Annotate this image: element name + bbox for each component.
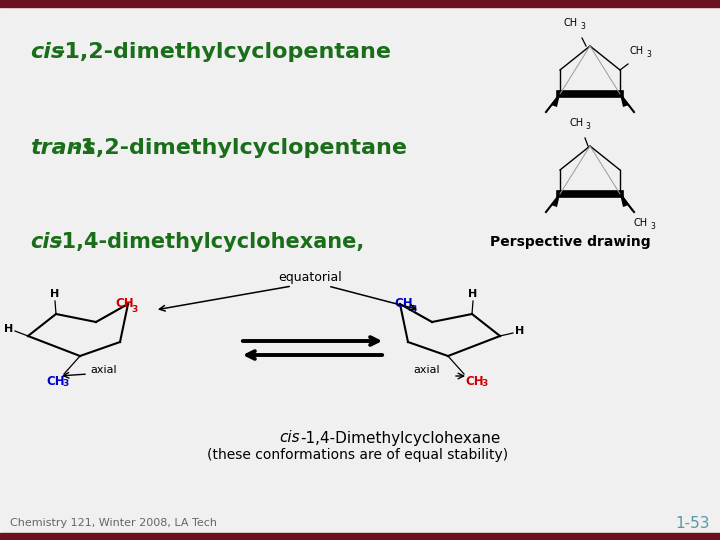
Text: -1,4-Dimethylcyclohexane: -1,4-Dimethylcyclohexane [300,430,500,445]
Text: equatorial: equatorial [278,272,342,285]
Text: 3: 3 [131,305,138,314]
Text: -1,4-dimethylcyclohexane,: -1,4-dimethylcyclohexane, [54,232,365,252]
Polygon shape [620,194,629,207]
Text: axial: axial [90,365,117,375]
Text: 1-53: 1-53 [675,516,710,530]
Text: CH: CH [115,297,134,310]
Text: CH: CH [394,297,413,310]
Text: 3: 3 [580,22,585,31]
Text: axial: axial [413,365,440,375]
Text: CH: CH [630,46,644,56]
Text: CH: CH [564,18,578,28]
Text: CH: CH [569,118,583,128]
Polygon shape [551,194,560,207]
Text: 3: 3 [62,379,68,388]
Text: 3: 3 [650,222,655,231]
Text: cis: cis [279,430,300,445]
Polygon shape [551,94,560,107]
Bar [0,533,720,540]
Text: -1,2-dimethylcyclopentane: -1,2-dimethylcyclopentane [72,138,408,158]
Text: H: H [4,324,13,334]
Polygon shape [620,94,629,107]
Text: H: H [469,289,477,299]
Text: 3: 3 [585,122,590,131]
Text: CH: CH [634,218,648,228]
Text: 3: 3 [481,379,487,388]
Text: H: H [50,289,60,299]
Text: H: H [515,326,524,336]
Text: -1,2-dimethylcyclopentane: -1,2-dimethylcyclopentane [56,42,392,62]
Text: cis: cis [30,42,64,62]
Text: cis: cis [30,232,62,252]
Bar [0,0,720,7]
Text: CH: CH [465,375,484,388]
Text: Perspective drawing: Perspective drawing [490,235,651,249]
Text: trans: trans [30,138,96,158]
Text: Chemistry 121, Winter 2008, LA Tech: Chemistry 121, Winter 2008, LA Tech [10,518,217,528]
Text: CH: CH [46,375,65,388]
Text: (these conformations are of equal stability): (these conformations are of equal stabil… [207,448,508,462]
Text: 3: 3 [646,50,651,59]
Text: 3: 3 [410,305,416,314]
